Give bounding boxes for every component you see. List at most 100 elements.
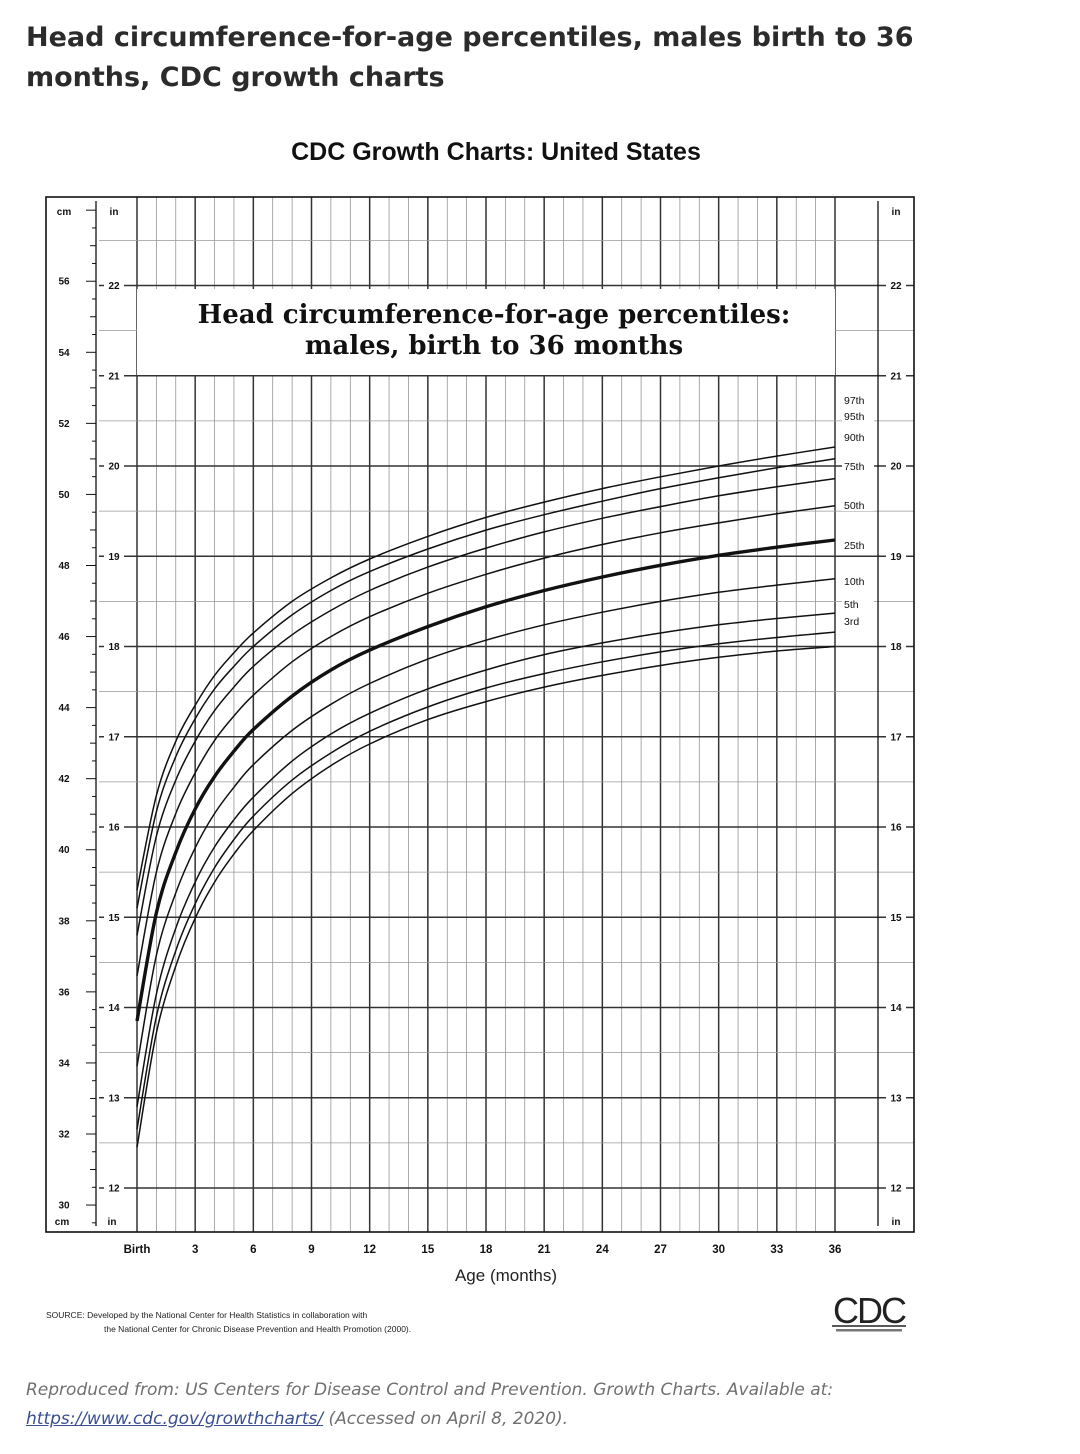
cm-tick-label: 38 — [58, 916, 70, 927]
percentile-curve-90th — [136, 477, 836, 936]
in-label-bg — [886, 820, 906, 833]
in-label-bg — [104, 1090, 124, 1104]
x-tick-label: 36 — [829, 1244, 842, 1256]
cm-tick-label: 56 — [58, 277, 70, 288]
percentile-curve-25th — [136, 578, 836, 1067]
cm-unit-bottom: cm — [55, 1217, 70, 1228]
percentile-label-bg — [842, 614, 874, 627]
in-tick-label-left: 15 — [108, 913, 120, 924]
source-note-line2: the National Center for Chronic Disease … — [104, 1324, 411, 1334]
percentile-label-bg — [842, 409, 874, 422]
percentile-label-bg — [842, 430, 874, 443]
in-label-bg — [104, 278, 124, 292]
citation-accessed: (Accessed on April 8, 2020). — [328, 1409, 569, 1429]
percentile-label-50th: 50th — [844, 500, 865, 512]
cm-tick-label: 32 — [58, 1129, 70, 1140]
in-tick-label-left: 12 — [108, 1184, 120, 1195]
in-tick-label-right: 14 — [890, 1003, 902, 1014]
in-unit-top-right: in — [892, 207, 901, 218]
in-label-bg — [886, 368, 906, 382]
in-tick-label-left: 22 — [108, 281, 120, 292]
percentile-label-bg — [842, 538, 874, 551]
in-label-bg — [104, 639, 124, 653]
cm-tick-label: 48 — [58, 561, 70, 572]
in-tick-label-left: 20 — [108, 462, 120, 473]
chart-frame — [45, 196, 915, 1233]
cm-tick-label: 44 — [58, 703, 70, 714]
percentile-label-75th: 75th — [844, 461, 865, 473]
percentile-label-3rd: 3rd — [844, 616, 859, 628]
in-tick-label-right: 19 — [890, 552, 902, 563]
in-label-bg — [886, 729, 906, 743]
in-label-bg — [104, 1181, 124, 1194]
x-axis-title: Age (months) — [455, 1266, 557, 1285]
x-tick-label: 15 — [421, 1244, 434, 1256]
percentile-label-95th: 95th — [844, 411, 865, 423]
cm-tick-label: 30 — [58, 1201, 70, 1212]
chart-title-line1: Head circumference-for-age percentiles: — [198, 300, 791, 330]
percentile-curve-10th — [136, 612, 836, 1107]
cdc-logo-fineprint — [836, 1329, 902, 1332]
in-label-bg — [886, 910, 906, 924]
citation-link[interactable]: https://www.cdc.gov/growthcharts/ — [26, 1409, 324, 1429]
percentile-label-bg — [842, 498, 874, 511]
in-label-bg — [104, 368, 124, 382]
in-tick-label-left: 17 — [108, 732, 120, 743]
in-tick-label-left: 19 — [108, 552, 120, 563]
x-axis-ticks: Birth 3 6 9 12 15 18 21 24 27 30 33 36 — [124, 1244, 842, 1256]
in-unit-top-left: in — [110, 207, 119, 218]
in-label-bg — [104, 549, 124, 563]
percentile-label-bg — [842, 459, 874, 472]
in-label-bg — [886, 1000, 906, 1014]
x-tick-label: 33 — [770, 1244, 783, 1256]
growth-chart: CDC Growth Charts: United States 3032343… — [45, 138, 915, 1334]
x-tick-label: 3 — [192, 1244, 198, 1256]
chart-title-line2: males, birth to 36 months — [305, 331, 683, 361]
in-label-bg — [104, 1000, 124, 1014]
cm-tick-label: 52 — [58, 419, 70, 430]
cm-tick-label: 34 — [58, 1058, 70, 1069]
percentile-labels: 97th 95th 90th 75th 50th 25th 10th 5th 3rd — [842, 393, 874, 628]
in-tick-label-right: 12 — [890, 1184, 902, 1195]
in-tick-label-left: 18 — [108, 642, 120, 653]
percentile-label-90th: 90th — [844, 432, 865, 444]
percentile-curve-50th — [135, 538, 836, 1022]
citation-text: Reproduced from: US Centers for Disease … — [26, 1380, 834, 1400]
x-tick-label: 21 — [538, 1244, 551, 1256]
in-label-bg — [886, 1181, 906, 1194]
x-tick-label: 24 — [596, 1244, 609, 1256]
in-tick-label-right: 20 — [890, 462, 902, 473]
percentile-label-10th: 10th — [844, 576, 865, 588]
percentile-curves — [135, 446, 836, 1148]
citation-footer: Reproduced from: US Centers for Disease … — [26, 1376, 1056, 1434]
x-tick-label: 6 — [250, 1244, 256, 1256]
in-tick-label-right: 22 — [890, 281, 902, 292]
source-note-line1: SOURCE: Developed by the National Center… — [46, 1310, 368, 1320]
cm-tick-label: 54 — [58, 348, 70, 359]
percentile-label-97th: 97th — [844, 395, 865, 407]
percentile-curve-97th — [136, 446, 836, 891]
x-tick-label: 27 — [654, 1244, 667, 1256]
x-tick-label: 9 — [308, 1244, 314, 1256]
in-tick-label-left: 16 — [108, 823, 120, 834]
percentile-curve-5th — [136, 631, 836, 1130]
in-label-bg — [886, 1090, 906, 1104]
cm-unit-top: cm — [57, 207, 72, 218]
in-tick-label-right: 15 — [890, 913, 902, 924]
percentile-curve-95th — [136, 458, 836, 909]
percentile-curve-75th — [136, 504, 836, 977]
in-label-bg — [104, 459, 124, 472]
in-tick-label-left: 13 — [108, 1093, 120, 1104]
percentile-label-25th: 25th — [844, 540, 865, 552]
in-label-bg — [104, 820, 124, 833]
in-label-bg — [104, 910, 124, 924]
percentile-label-bg — [842, 597, 874, 610]
x-tick-label: Birth — [124, 1244, 151, 1256]
percentile-curve-3rd — [136, 645, 836, 1148]
percentile-label-5th: 5th — [844, 599, 859, 611]
in-label-bg — [104, 729, 124, 743]
in-tick-label-right: 17 — [890, 732, 902, 743]
in-tick-label-left: 14 — [108, 1003, 120, 1014]
cm-tick-label: 40 — [58, 845, 70, 856]
in-label-bg — [886, 278, 906, 292]
